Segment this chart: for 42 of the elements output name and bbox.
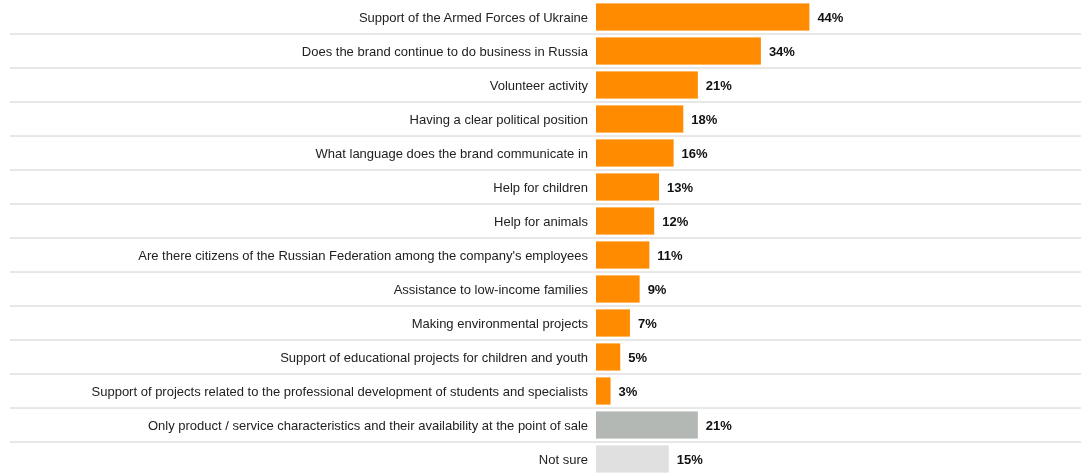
bar <box>596 37 761 65</box>
y-tick-label: Having a clear political position <box>409 111 588 127</box>
bar <box>596 343 621 371</box>
bar <box>596 275 640 303</box>
bar <box>596 207 655 235</box>
data-label: 11% <box>657 247 684 263</box>
y-tick-label: Are there citizens of the Russian Federation among the company's employees <box>138 247 589 263</box>
data-label: 21% <box>705 77 733 93</box>
y-tick-label: Making environmental projects <box>411 315 589 331</box>
data-label: 13% <box>667 179 694 195</box>
y-tick-label: Does the brand continue to do business in Russia <box>301 43 589 59</box>
bar <box>596 445 669 473</box>
bar <box>596 173 660 201</box>
data-label: 44% <box>817 9 844 25</box>
data-label: 12% <box>662 213 689 229</box>
data-label: 9% <box>647 281 667 297</box>
bar <box>596 411 698 439</box>
y-tick-label: Support of projects related to the professional development of students and specialists <box>91 383 589 399</box>
data-label: 15% <box>676 451 704 467</box>
bar <box>596 71 698 99</box>
y-tick-label: Not sure <box>538 451 588 467</box>
data-label: 3% <box>618 383 638 399</box>
bar <box>596 105 684 133</box>
bar <box>596 3 810 31</box>
data-label: 7% <box>637 315 658 331</box>
data-label: 5% <box>628 349 648 365</box>
y-tick-label: Volunteer activity <box>489 77 589 93</box>
data-label: 34% <box>768 43 796 59</box>
bar <box>596 377 611 405</box>
data-label: 21% <box>705 417 733 433</box>
y-tick-label: Assistance to low-income families <box>393 281 589 297</box>
data-label: 18% <box>691 111 718 127</box>
bar <box>596 241 650 269</box>
y-tick-label: Only product / service characteristics and their availability at the point of sale <box>147 417 588 433</box>
y-tick-label: Help for children <box>493 179 588 195</box>
bar <box>596 139 674 167</box>
data-label: 16% <box>681 145 709 161</box>
y-tick-label: What language does the brand communicate in <box>315 145 588 161</box>
y-tick-label: Support of educational projects for children and youth <box>280 349 588 365</box>
y-tick-label: Help for animals <box>494 213 589 229</box>
y-tick-label: Support of the Armed Forces of Ukraine <box>358 9 588 25</box>
bar <box>596 309 630 337</box>
